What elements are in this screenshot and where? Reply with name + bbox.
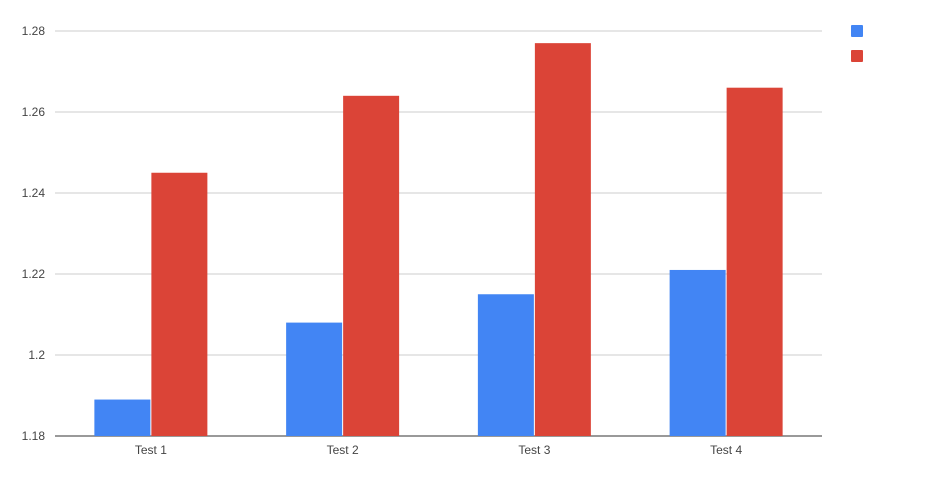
- legend: [851, 25, 863, 62]
- y-axis-tick-labels: 1.18 1.2 1.22 1.24 1.26 1.28: [22, 24, 46, 443]
- x-tick-label: Test 4: [710, 443, 742, 457]
- bar-series-2-test-1: [151, 172, 208, 436]
- y-tick-label: 1.28: [22, 24, 46, 38]
- y-tick-label: 1.18: [22, 429, 46, 443]
- bars: [94, 43, 783, 437]
- x-tick-label: Test 1: [135, 443, 167, 457]
- bar-series-2-test-2: [343, 95, 400, 437]
- y-tick-label: 1.22: [22, 267, 46, 281]
- bar-series-2-test-3: [534, 43, 591, 437]
- bar-series-2-test-4: [726, 87, 783, 436]
- bar-series-1-test-2: [286, 322, 343, 436]
- y-tick-label: 1.2: [28, 348, 45, 362]
- bar-series-1-test-3: [477, 294, 534, 436]
- y-tick-label: 1.26: [22, 105, 46, 119]
- legend-swatch-series-2: [851, 50, 863, 62]
- x-tick-label: Test 2: [327, 443, 359, 457]
- bar-series-1-test-1: [94, 399, 151, 436]
- bar-series-1-test-4: [669, 269, 726, 436]
- legend-swatch-series-1: [851, 25, 863, 37]
- x-axis-tick-labels: Test 1 Test 2 Test 3 Test 4: [135, 443, 743, 457]
- x-tick-label: Test 3: [518, 443, 550, 457]
- y-tick-label: 1.24: [22, 186, 46, 200]
